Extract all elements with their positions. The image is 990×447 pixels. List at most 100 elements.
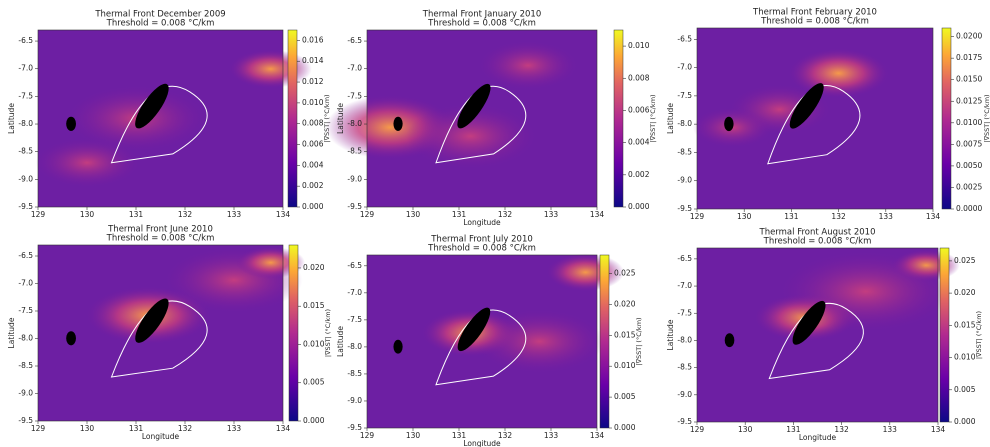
y-tick-label: -7.5 [347, 315, 362, 324]
colorbar-tick-label: 0.0175 [956, 53, 982, 62]
plot-frame [696, 247, 939, 423]
y-tick-label: -9.5 [18, 416, 33, 425]
colorbar [613, 29, 624, 208]
colorbar-tick-label: 0.004 [628, 138, 650, 147]
colorbar-tick-label: 0.006 [302, 140, 324, 149]
y-tick-label: -9.0 [677, 176, 692, 185]
x-tick-label: 134 [276, 210, 291, 219]
x-tick-label: 132 [831, 212, 846, 221]
y-axis-label: Latitude [7, 103, 16, 134]
colorbar-tick-label: 0.006 [628, 105, 650, 114]
colorbar-tick-label: 0.0125 [956, 96, 982, 105]
island [135, 298, 169, 343]
y-tick-label: -7.0 [347, 64, 362, 73]
colorbar-label: |∇SST| (°C/km) [323, 94, 331, 142]
y-tick-label: -8.5 [347, 369, 362, 378]
chart-title: Thermal Front July 2010 [430, 235, 533, 245]
heat-blob [67, 86, 205, 151]
y-tick-label: -8.0 [18, 119, 33, 128]
colorbar-tick-label: 0.010 [614, 361, 636, 370]
chart-subtitle: Threshold = 0.008 °C/km [106, 19, 215, 29]
colorbar [941, 27, 952, 210]
heat-blob [406, 104, 535, 169]
x-axis-label: Longitude [463, 439, 501, 447]
colorbar-tick-label: 0.016 [302, 35, 324, 44]
y-tick-label: -9.5 [677, 417, 692, 426]
colorbar-tick-label: 0.020 [614, 299, 636, 308]
x-tick-label: 129 [690, 425, 705, 434]
heat-blob [475, 310, 604, 373]
colorbar-tick-label: 0.000 [614, 423, 636, 432]
colorbar-tick-label: 0.012 [302, 77, 324, 86]
x-tick-label: 130 [406, 431, 421, 440]
colorbar-tick-label: 0.0000 [956, 204, 982, 213]
y-axis-label: Latitude [666, 319, 675, 350]
colorbar-tick-label: 0.000 [303, 416, 325, 425]
x-tick-label: 131 [452, 210, 467, 219]
island [457, 307, 491, 352]
x-tick-label: 133 [227, 210, 242, 219]
heat-blob [479, 41, 577, 90]
colorbar-tick-label: 0.015 [614, 330, 636, 339]
x-tick-label: 129 [360, 431, 375, 440]
y-axis-label: Latitude [336, 326, 345, 357]
chart-subtitle: Threshold = 0.008 °C/km [763, 237, 872, 247]
y-tick-label: -7.0 [18, 279, 33, 288]
x-tick-label: 129 [690, 212, 705, 221]
colorbar-tick-label: 0.025 [614, 269, 636, 278]
y-tick-label: -6.5 [347, 261, 362, 270]
y-tick-label: -8.0 [677, 335, 692, 344]
y-tick-label: -8.5 [677, 363, 692, 372]
x-tick-label: 134 [276, 424, 291, 433]
colorbar-label: |∇SST| (°C/km) [649, 94, 657, 142]
front-contour [110, 85, 208, 164]
y-tick-label: -9.0 [347, 174, 362, 183]
x-tick-label: 134 [590, 431, 605, 440]
colorbar-tick-label: 0.010 [303, 339, 325, 348]
x-tick-label: 131 [452, 431, 467, 440]
y-tick-label: -6.5 [347, 36, 362, 45]
plot-frame [366, 254, 598, 429]
y-tick-label: -7.5 [18, 306, 33, 315]
colorbar-tick-label: 0.0075 [956, 139, 982, 148]
x-tick-label: 133 [879, 212, 894, 221]
x-tick-label: 130 [737, 212, 752, 221]
y-tick-label: -9.5 [677, 204, 692, 213]
heat-blob [35, 138, 139, 187]
x-tick-label: 133 [544, 210, 559, 219]
y-tick-label: -8.0 [18, 334, 33, 343]
colorbar-tick-label: 0.008 [628, 73, 650, 82]
y-axis-label: Latitude [336, 103, 345, 134]
colorbar-tick-label: 0.000 [954, 417, 976, 426]
colorbar-tick-label: 0.004 [302, 160, 324, 169]
y-tick-label: -8.0 [677, 119, 692, 128]
colorbar-label: |∇SST| (°C/km) [324, 309, 332, 357]
colorbar-tick-label: 0.025 [954, 256, 976, 265]
colorbar-tick-label: 0.010 [954, 353, 976, 362]
colorbar-tick-label: 0.010 [302, 98, 324, 107]
x-tick-label: 131 [786, 425, 801, 434]
x-tick-label: 133 [544, 431, 559, 440]
x-axis-label: Longitude [799, 433, 837, 442]
y-tick-label: -7.0 [677, 63, 692, 72]
island [724, 116, 734, 132]
plot-frame [366, 29, 598, 208]
y-tick-label: -9.0 [677, 390, 692, 399]
y-tick-label: -7.5 [347, 91, 362, 100]
y-tick-label: -8.0 [347, 342, 362, 351]
x-tick-label: 134 [926, 212, 941, 221]
island [393, 116, 403, 131]
y-tick-label: -6.5 [677, 254, 692, 263]
colorbar-tick-label: 0.002 [628, 170, 650, 179]
plot-frame [37, 29, 284, 208]
y-tick-label: -8.5 [677, 147, 692, 156]
y-tick-label: -7.5 [677, 91, 692, 100]
x-tick-label: 130 [80, 424, 95, 433]
colorbar-tick-label: 0.014 [302, 56, 324, 65]
x-tick-label: 129 [31, 424, 46, 433]
chart-subtitle: Threshold = 0.008 °C/km [106, 234, 215, 244]
front-contour [110, 300, 208, 378]
colorbar-tick-label: 0.0150 [956, 75, 982, 84]
y-tick-label: -9.5 [347, 423, 362, 432]
